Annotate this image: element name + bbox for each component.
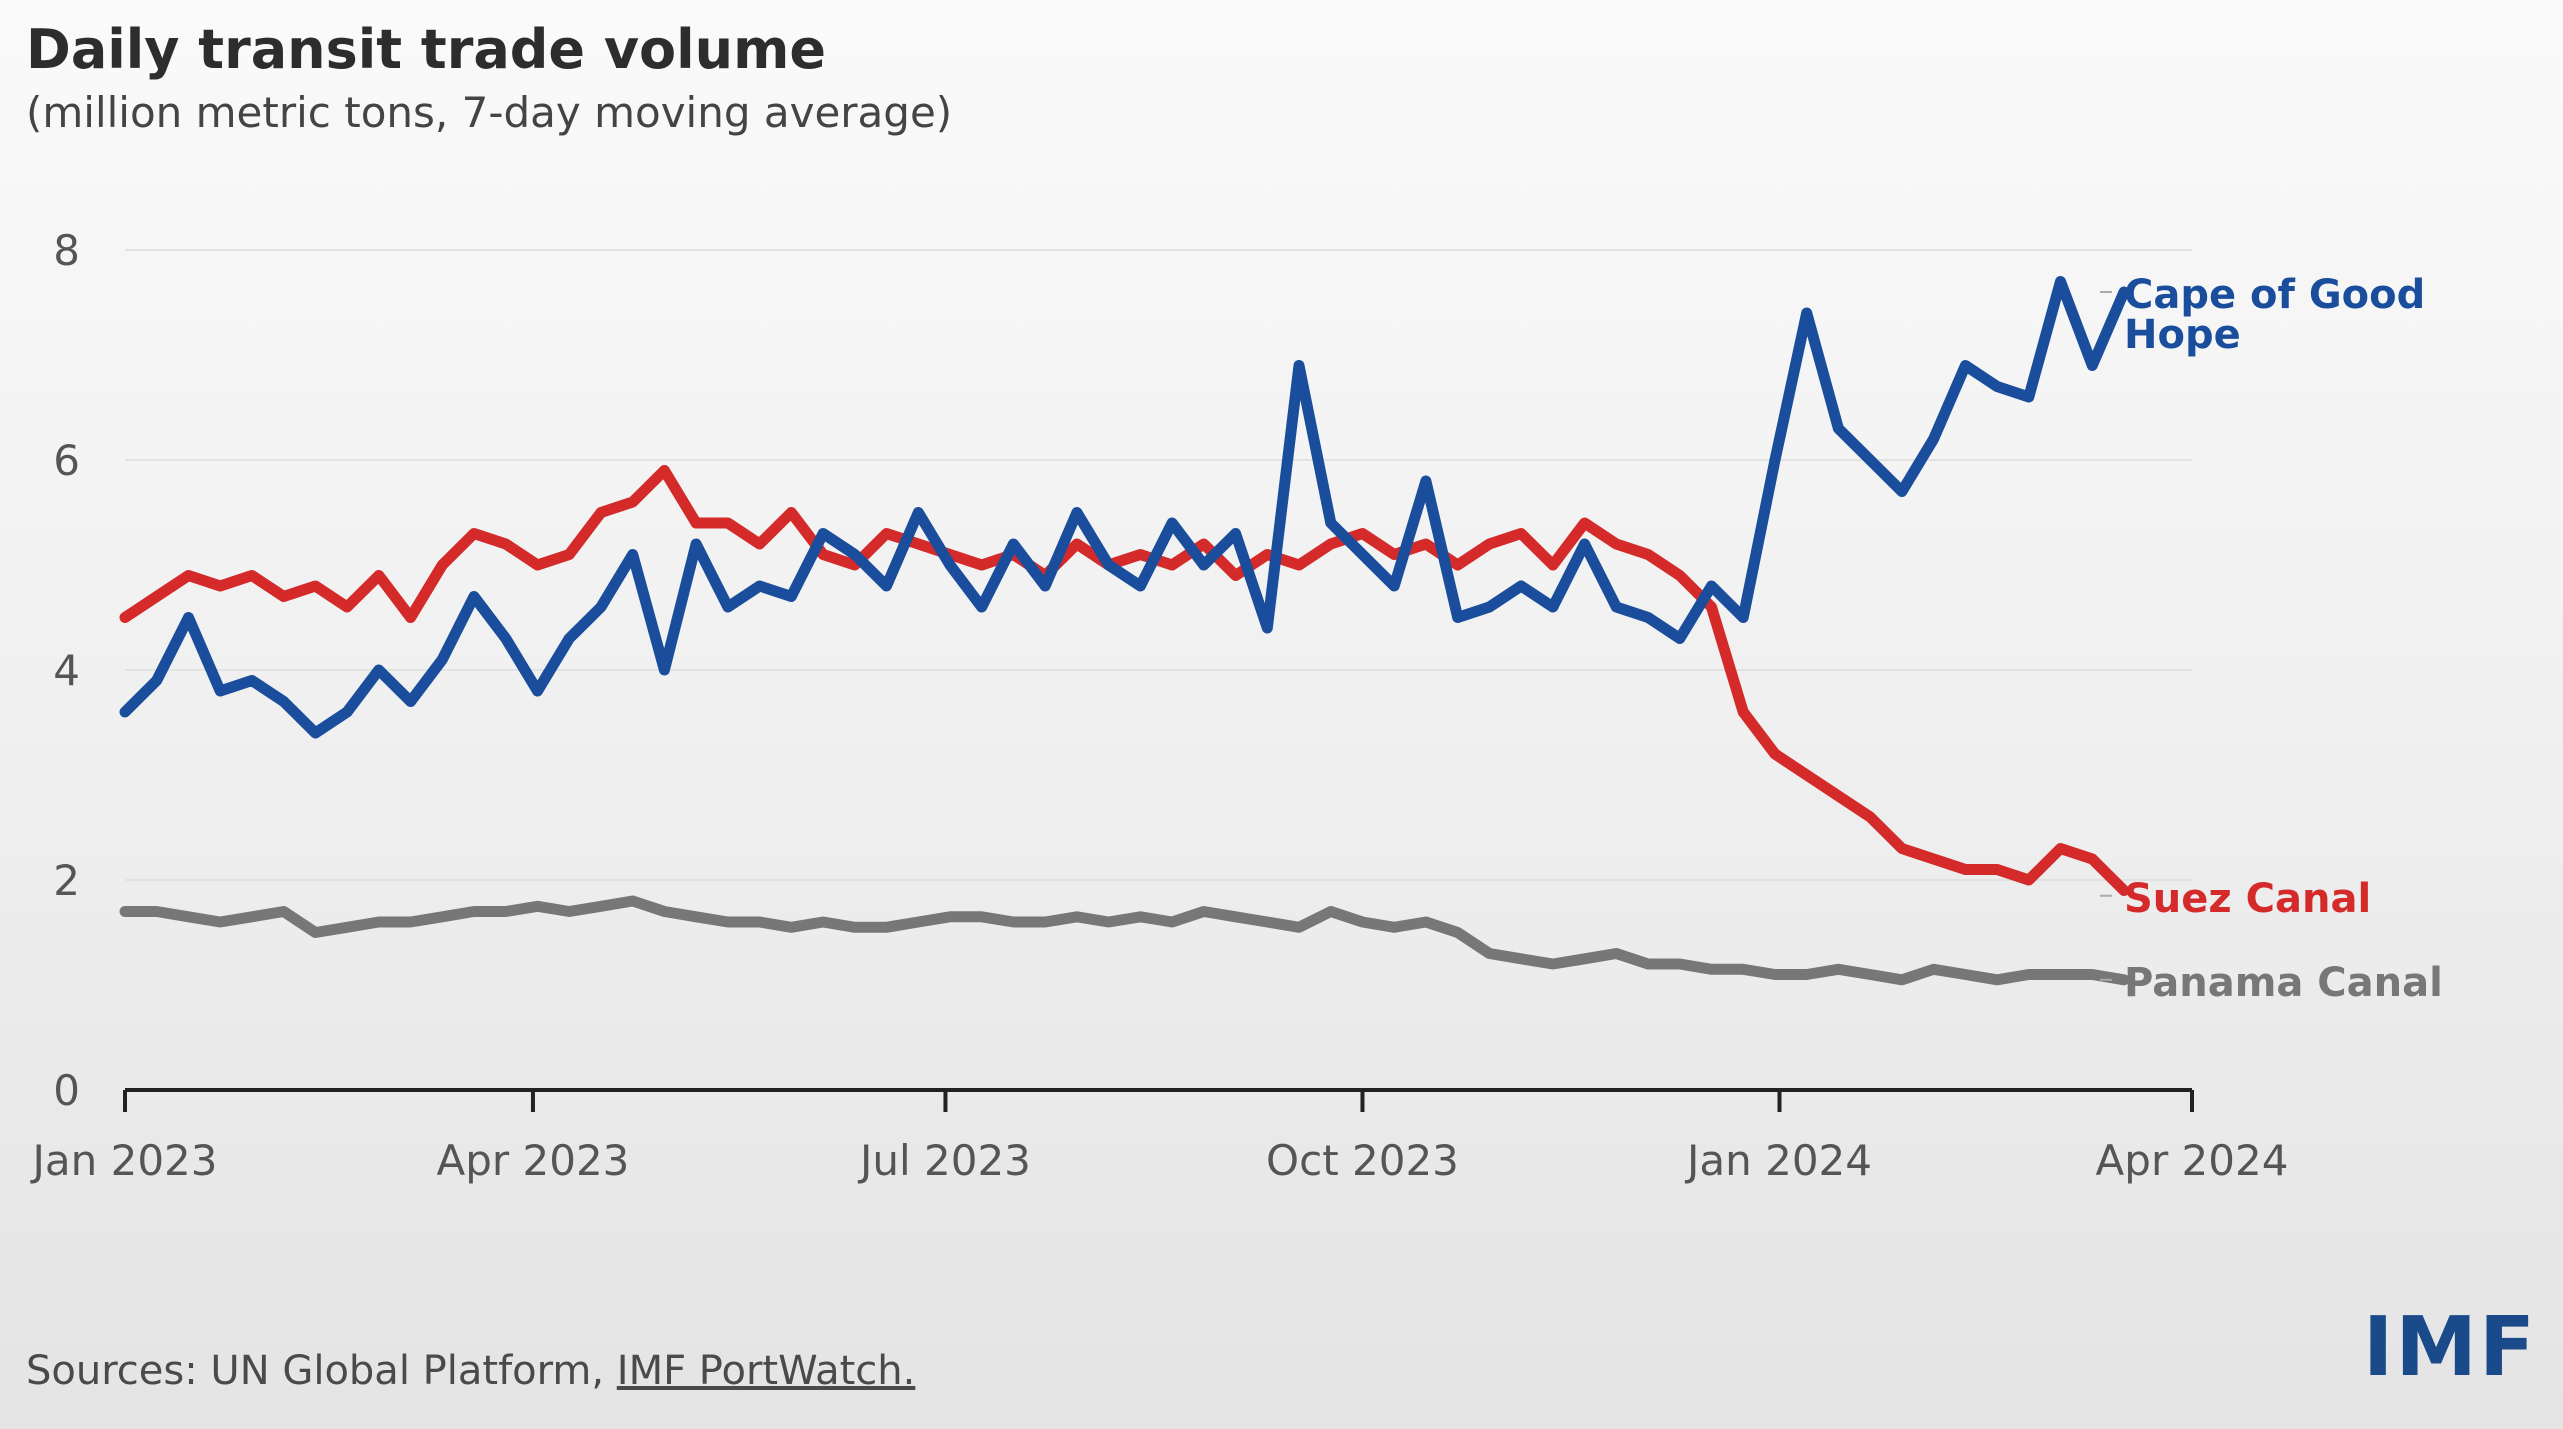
series-line-panama-canal [119, 895, 2130, 986]
y-tick-label: 0 [53, 1066, 80, 1115]
x-tick-label: Oct 2023 [1266, 1136, 1459, 1185]
y-axis-ticks: 0 2 4 6 8 [53, 226, 80, 1115]
y-tick-label: 6 [53, 436, 80, 485]
series-line-suez-canal [119, 465, 2130, 896]
imf-logo: IMF [2362, 1300, 2537, 1395]
x-axis: Jan 2023 Apr 2023 Jul 2023 Oct 2023 Jan 2024… [30, 1088, 2289, 1185]
source-prefix: Sources: UN Global Platform, [26, 1348, 617, 1394]
series-end-label: Hope [2124, 312, 2241, 358]
source-note: Sources: UN Global Platform, IMF PortWat… [26, 1348, 915, 1394]
series-end-label: Panama Canal [2124, 960, 2443, 1006]
series-lines [119, 276, 2130, 986]
x-tick-label: Jul 2023 [857, 1136, 1031, 1185]
x-tick-label: Jan 2024 [1684, 1136, 1872, 1185]
series-end-label: Suez Canal [2124, 876, 2371, 922]
chart-subtitle: (million metric tons, 7-day moving avera… [26, 88, 953, 137]
series-line-cape-of-good-hope [119, 276, 2130, 739]
x-tick-label: Apr 2023 [437, 1136, 630, 1185]
portwatch-link[interactable]: IMF PortWatch. [616, 1348, 916, 1394]
x-tick-label: Apr 2024 [2096, 1136, 2289, 1185]
series-end-label: Cape of Good [2124, 272, 2425, 318]
gridlines [125, 249, 2192, 881]
chart-title: Daily transit trade volume [26, 18, 826, 81]
x-tick-label: Jan 2023 [30, 1136, 218, 1185]
y-tick-label: 4 [53, 646, 80, 695]
y-tick-label: 8 [53, 226, 80, 275]
y-tick-label: 2 [53, 856, 80, 905]
